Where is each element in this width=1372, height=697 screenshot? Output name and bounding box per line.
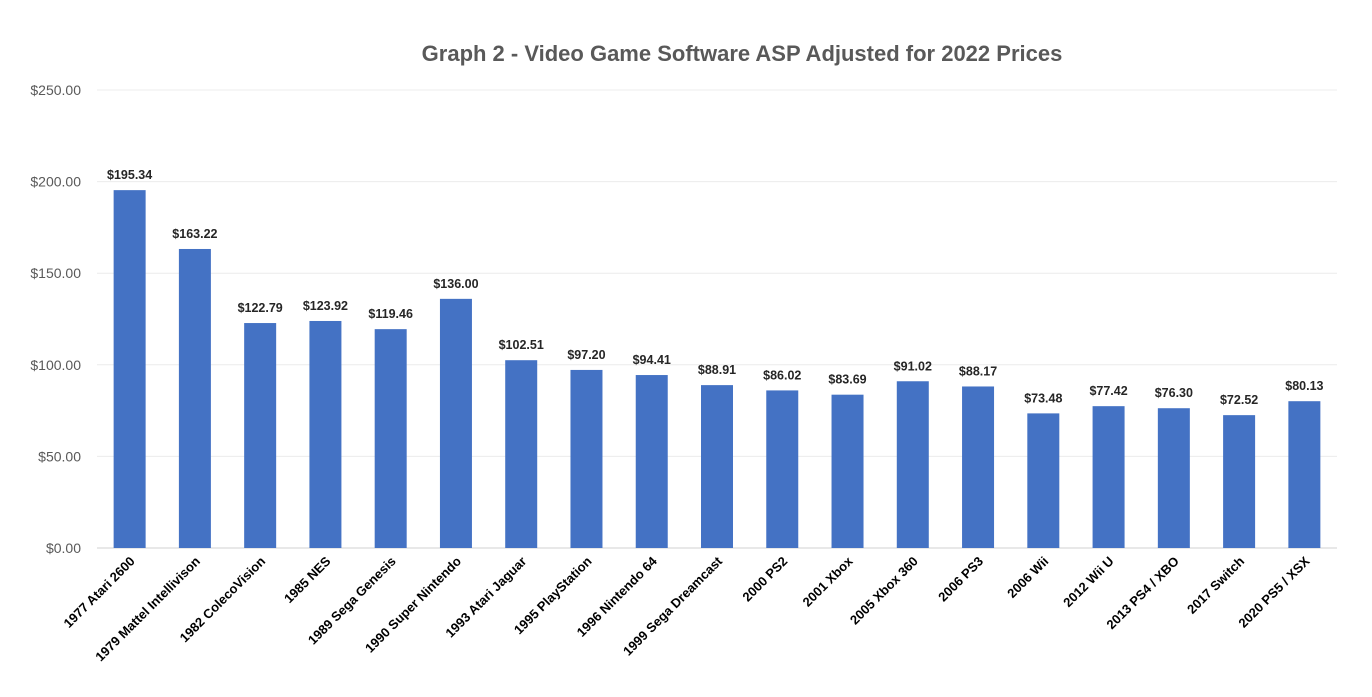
data-label: $88.91 xyxy=(698,363,736,377)
x-tick-label: 2020 PS5 / XSX xyxy=(1235,553,1312,630)
bar xyxy=(1157,408,1190,548)
bar xyxy=(505,360,538,548)
chart-title: Graph 2 - Video Game Software ASP Adjust… xyxy=(422,41,1063,66)
bar xyxy=(896,381,929,548)
bar xyxy=(766,390,799,548)
bar xyxy=(831,394,864,548)
data-label: $136.00 xyxy=(433,277,478,291)
data-label: $80.13 xyxy=(1285,379,1323,393)
bar xyxy=(1092,406,1125,548)
bar xyxy=(701,385,733,548)
data-label: $195.34 xyxy=(107,168,152,182)
bar xyxy=(374,329,407,548)
bar xyxy=(570,369,603,548)
bar xyxy=(113,190,146,548)
bar xyxy=(962,386,995,548)
y-tick-label: $100.00 xyxy=(30,357,81,373)
data-label: $77.42 xyxy=(1089,384,1127,398)
bar xyxy=(635,375,668,548)
x-tick-label: 1979 Mattel Intellivison xyxy=(92,553,203,664)
data-label: $163.22 xyxy=(172,227,217,241)
data-label: $73.48 xyxy=(1024,391,1062,405)
x-tick-label: 2005 Xbox 360 xyxy=(847,554,921,628)
bars xyxy=(113,190,1321,548)
bar xyxy=(1027,413,1060,548)
data-label: $76.30 xyxy=(1155,386,1193,400)
x-tick-label: 1985 NES xyxy=(281,553,334,606)
x-tick-label: 2000 PS2 xyxy=(739,554,790,605)
y-tick-label: $250.00 xyxy=(30,82,81,98)
data-label: $72.52 xyxy=(1220,393,1258,407)
data-label: $97.20 xyxy=(567,348,605,362)
data-label: $94.41 xyxy=(633,353,671,367)
data-labels: $195.34 $163.22 $122.79 $123.92 $119.46 $136.… xyxy=(107,168,1323,407)
bar xyxy=(1223,415,1256,548)
data-label: $83.69 xyxy=(828,373,866,387)
x-tick-label: 2006 Wii xyxy=(1004,554,1051,601)
y-tick-label: $0.00 xyxy=(46,540,81,556)
data-label: $102.51 xyxy=(499,338,544,352)
y-tick-label: $150.00 xyxy=(30,265,81,281)
data-label: $123.92 xyxy=(303,299,348,313)
data-label: $119.46 xyxy=(368,307,413,321)
data-label: $88.17 xyxy=(959,364,997,378)
bar xyxy=(439,298,472,548)
x-tick-label: 2001 Xbox xyxy=(800,553,857,610)
y-tick-label: $200.00 xyxy=(30,174,81,190)
data-label: $91.02 xyxy=(894,359,932,373)
y-tick-label: $50.00 xyxy=(38,448,81,464)
data-label: $122.79 xyxy=(238,301,283,315)
bar xyxy=(309,320,342,548)
bar xyxy=(178,248,211,548)
x-tick-label: 2017 Switch xyxy=(1184,553,1247,616)
bar xyxy=(1288,401,1321,548)
bar xyxy=(244,323,277,548)
y-axis: $0.00 $50.00 $100.00 $150.00 $200.00 $250.00 xyxy=(30,82,81,556)
data-label: $86.02 xyxy=(763,368,801,382)
x-tick-label: 2006 PS3 xyxy=(935,554,986,605)
x-tick-label: 2012 Wii U xyxy=(1060,554,1117,611)
